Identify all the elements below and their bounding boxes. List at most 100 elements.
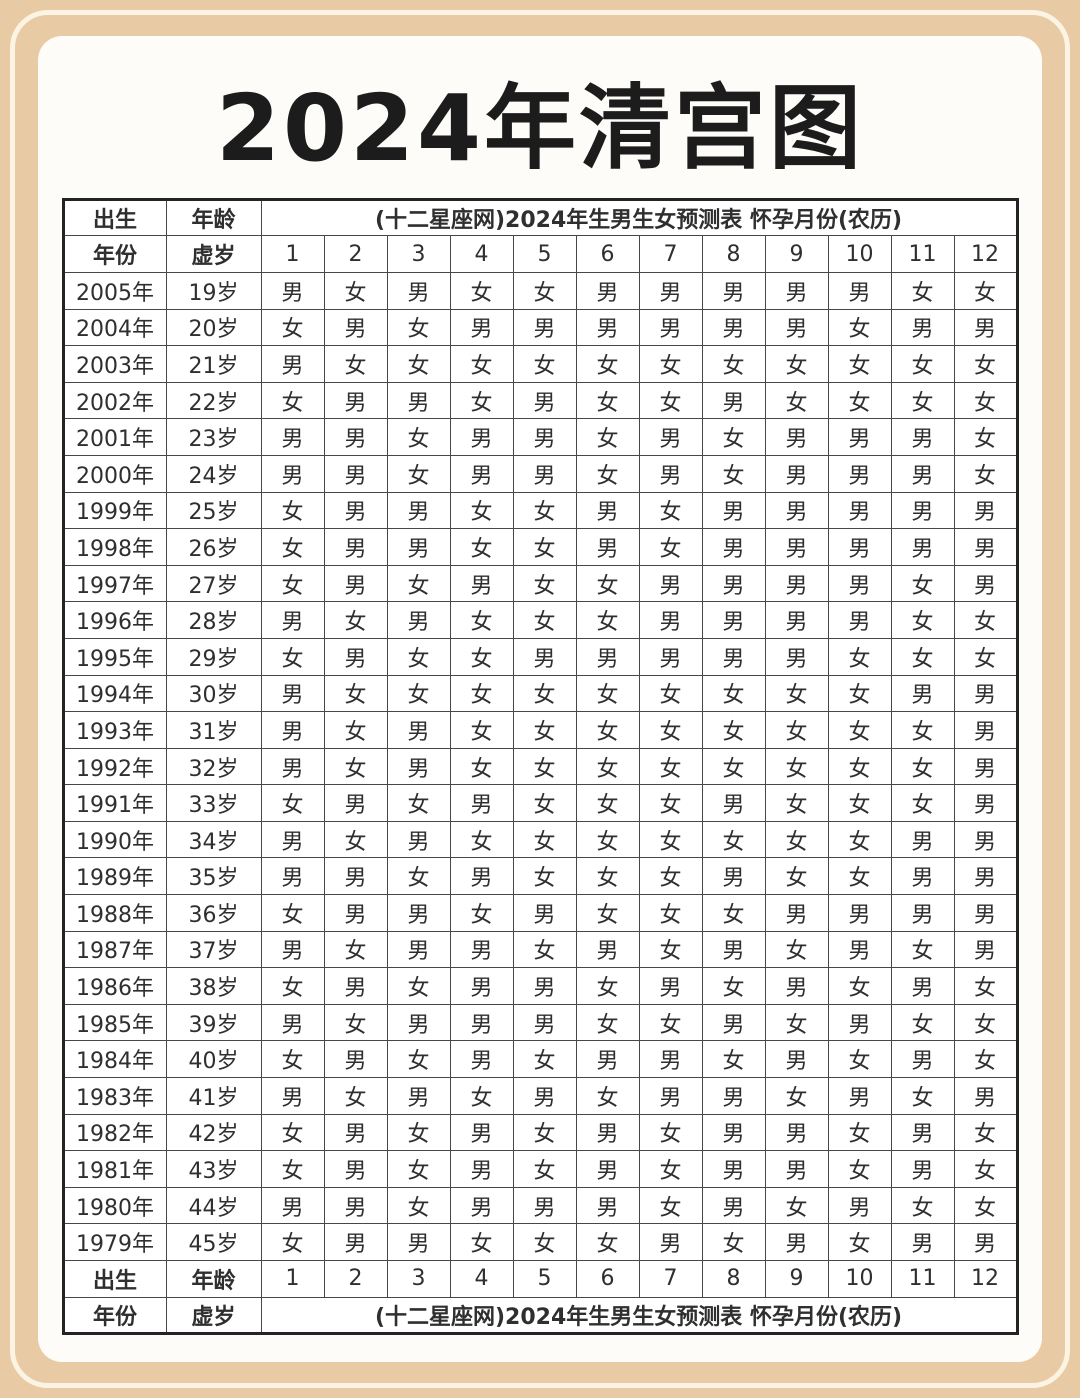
gender-cell: 男 bbox=[764, 418, 829, 456]
gender-cell: 女 bbox=[575, 381, 640, 420]
gender-cell: 男 bbox=[449, 1040, 514, 1079]
gender-cell: 女 bbox=[575, 711, 640, 749]
gender-cell: 男 bbox=[323, 637, 388, 676]
data-row: 1993年 31岁男女男女女女女女女女女男 bbox=[62, 711, 1018, 749]
gender-cell: 女 bbox=[890, 1003, 955, 1042]
gender-cell: 女 bbox=[323, 930, 388, 969]
gender-cell: 男 bbox=[512, 894, 577, 932]
gender-cell: 男 bbox=[701, 491, 766, 530]
gender-cell: 男 bbox=[323, 308, 388, 347]
data-row: 1987年 37岁男女男男女男女男女男女男 bbox=[62, 930, 1018, 969]
gender-cell: 女 bbox=[260, 1150, 325, 1188]
month-header-cell: 8 bbox=[701, 235, 766, 273]
gender-cell: 男 bbox=[386, 747, 451, 786]
age-cell: 34岁 bbox=[165, 820, 262, 859]
gender-cell: 男 bbox=[386, 1003, 451, 1042]
age-cell: 28岁 bbox=[165, 601, 262, 639]
gender-cell: 女 bbox=[764, 784, 829, 822]
gender-cell: 男 bbox=[386, 820, 451, 859]
gender-cell: 女 bbox=[953, 1113, 1018, 1152]
gender-cell: 男 bbox=[953, 747, 1018, 786]
gender-cell: 女 bbox=[890, 564, 955, 603]
gender-cell: 女 bbox=[890, 747, 955, 786]
gender-cell: 女 bbox=[827, 820, 892, 859]
gender-cell: 男 bbox=[638, 1223, 703, 1262]
age-cell: 21岁 bbox=[165, 345, 262, 383]
gender-cell: 女 bbox=[449, 747, 514, 786]
gender-cell: 男 bbox=[323, 1113, 388, 1152]
gender-cell: 男 bbox=[764, 271, 829, 310]
gender-cell: 男 bbox=[449, 308, 514, 347]
gender-cell: 男 bbox=[827, 1077, 892, 1115]
gender-cell: 男 bbox=[701, 308, 766, 347]
gender-cell: 男 bbox=[449, 1003, 514, 1042]
gender-cell: 男 bbox=[449, 564, 514, 603]
data-row: 1981年 43岁女男女男女男女男男女男女 bbox=[62, 1150, 1018, 1188]
gender-cell: 男 bbox=[386, 381, 451, 420]
gender-cell: 女 bbox=[260, 784, 325, 822]
gender-cell: 男 bbox=[386, 930, 451, 969]
gender-cell: 女 bbox=[638, 381, 703, 420]
banner-cell: (十二星座网)2024年生男生女预测表 怀孕月份(农历) bbox=[260, 1296, 1018, 1335]
gender-cell: 女 bbox=[323, 1003, 388, 1042]
gender-cell: 女 bbox=[890, 271, 955, 310]
gender-cell: 女 bbox=[512, 491, 577, 530]
gender-cell: 男 bbox=[764, 454, 829, 493]
year-cell: 1988年 bbox=[62, 894, 167, 932]
gender-cell: 男 bbox=[323, 1040, 388, 1079]
gender-cell: 女 bbox=[386, 454, 451, 493]
gender-cell: 女 bbox=[953, 967, 1018, 1005]
data-row: 1999年 25岁女男男女女男女男男男男男 bbox=[62, 491, 1018, 530]
gender-cell: 女 bbox=[260, 491, 325, 530]
year-cell: 2003年 bbox=[62, 345, 167, 383]
gender-cell: 男 bbox=[638, 454, 703, 493]
gender-cell: 女 bbox=[764, 820, 829, 859]
gender-cell: 女 bbox=[449, 381, 514, 420]
gender-cell: 男 bbox=[260, 345, 325, 383]
gender-cell: 女 bbox=[953, 418, 1018, 456]
gender-cell: 女 bbox=[575, 894, 640, 932]
gender-cell: 男 bbox=[449, 784, 514, 822]
gender-cell: 男 bbox=[323, 528, 388, 566]
gender-cell: 男 bbox=[638, 967, 703, 1005]
gender-cell: 男 bbox=[701, 637, 766, 676]
gender-cell: 女 bbox=[890, 930, 955, 969]
gender-cell: 男 bbox=[890, 1150, 955, 1188]
gender-cell: 女 bbox=[575, 601, 640, 639]
data-row: 2002年 22岁女男男女男女女男女女女女 bbox=[62, 381, 1018, 420]
gender-cell: 女 bbox=[890, 1186, 955, 1225]
month-header-cell: 6 bbox=[575, 1260, 640, 1298]
gender-cell: 男 bbox=[260, 1003, 325, 1042]
gender-cell: 男 bbox=[953, 1077, 1018, 1115]
month-header-cell: 11 bbox=[890, 1260, 955, 1298]
gender-cell: 女 bbox=[953, 1040, 1018, 1079]
gender-cell: 男 bbox=[260, 820, 325, 859]
gender-cell: 男 bbox=[890, 857, 955, 896]
data-row: 1982年 42岁女男女男女男女男男女男女 bbox=[62, 1113, 1018, 1152]
age-cell: 25岁 bbox=[165, 491, 262, 530]
data-row: 1990年 34岁男女男女女女女女女女男男 bbox=[62, 820, 1018, 859]
qinggong-table: 出生 年龄 (十二星座网)2024年生男生女预测表 怀孕月份(农历) 年份 虚岁 1 2 3 4… bbox=[61, 197, 1019, 1336]
gender-cell: 女 bbox=[953, 381, 1018, 420]
gender-cell: 女 bbox=[386, 674, 451, 713]
gender-cell: 男 bbox=[386, 894, 451, 932]
age-cell: 44岁 bbox=[165, 1186, 262, 1225]
gender-cell: 男 bbox=[323, 564, 388, 603]
year-cell: 1985年 bbox=[62, 1003, 167, 1042]
year-cell: 2001年 bbox=[62, 418, 167, 456]
gender-cell: 女 bbox=[323, 601, 388, 639]
gender-cell: 女 bbox=[701, 1040, 766, 1079]
gender-cell: 女 bbox=[449, 345, 514, 383]
data-row: 1989年 35岁男男女男女女女男女女男男 bbox=[62, 857, 1018, 896]
gender-cell: 女 bbox=[449, 1223, 514, 1262]
gender-cell: 男 bbox=[575, 1150, 640, 1188]
card: 2024年清宫图 出生 年龄 (十二星座网)2024年生男生女预测表 怀孕月份(农历… bbox=[38, 36, 1042, 1362]
gender-cell: 男 bbox=[890, 1223, 955, 1262]
gender-cell: 男 bbox=[386, 1077, 451, 1115]
gender-cell: 男 bbox=[512, 1186, 577, 1225]
gender-cell: 女 bbox=[512, 564, 577, 603]
gender-cell: 男 bbox=[701, 857, 766, 896]
gender-cell: 女 bbox=[386, 418, 451, 456]
gender-cell: 女 bbox=[701, 674, 766, 713]
gender-cell: 女 bbox=[638, 491, 703, 530]
